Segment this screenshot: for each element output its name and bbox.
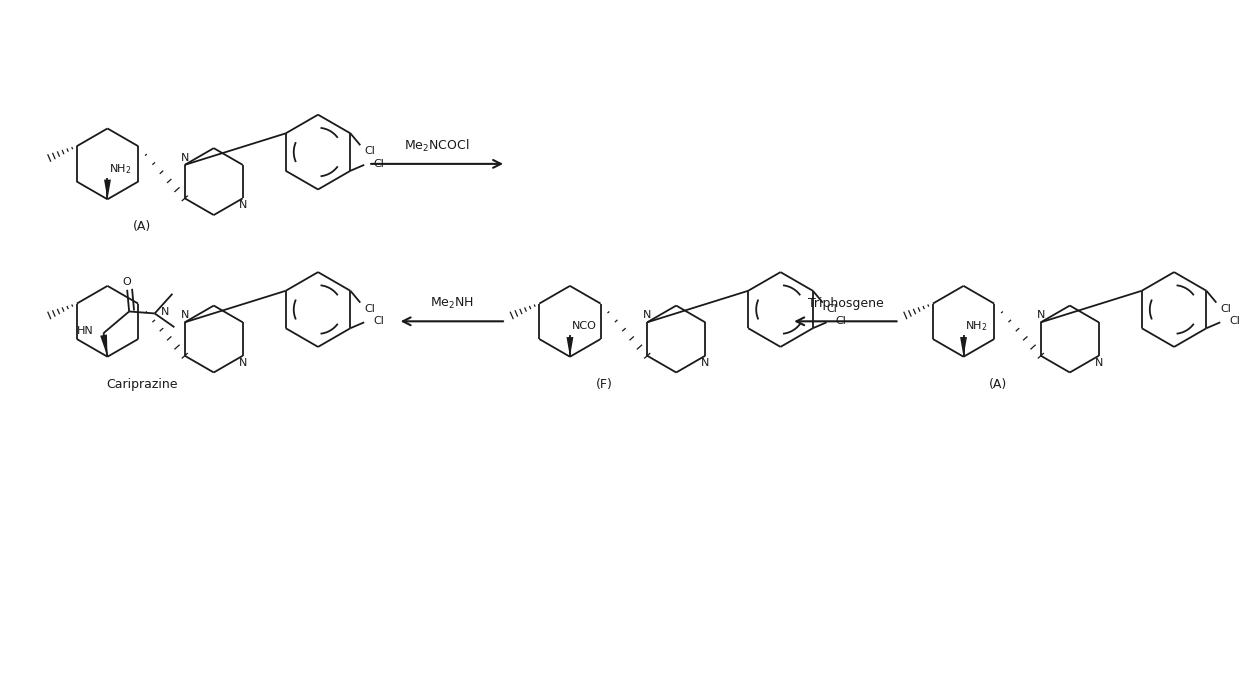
Text: Cl: Cl [827,304,837,313]
Polygon shape [104,180,110,200]
Text: Cl: Cl [373,316,384,326]
Text: (F): (F) [596,378,613,391]
Text: N: N [238,200,247,210]
Text: NCO: NCO [572,321,596,331]
Text: Cariprazine: Cariprazine [107,378,177,391]
Text: Me$_2$NH: Me$_2$NH [430,296,474,311]
Polygon shape [567,337,573,357]
Text: (A): (A) [133,221,151,234]
Text: Cl: Cl [365,304,374,313]
Text: (A): (A) [988,378,1007,391]
Text: Me$_2$NCOCl: Me$_2$NCOCl [404,138,470,154]
Text: N: N [181,311,188,320]
Text: N: N [1095,358,1102,368]
Polygon shape [100,334,108,357]
Text: Cl: Cl [836,316,847,326]
Text: Cl: Cl [365,146,374,156]
Text: Triphosgene: Triphosgene [807,297,883,310]
Text: N: N [644,311,651,320]
Text: Cl: Cl [373,159,384,169]
Text: Cl: Cl [1229,316,1240,326]
Text: NH$_2$: NH$_2$ [966,319,988,333]
Text: O: O [123,277,131,287]
Text: N: N [701,358,709,368]
Polygon shape [960,337,967,357]
Text: NH$_2$: NH$_2$ [109,162,131,176]
Text: N: N [238,358,247,368]
Text: Cl: Cl [1220,304,1231,313]
Text: N: N [1037,311,1045,320]
Text: N: N [161,307,169,317]
Text: N: N [181,153,188,163]
Text: HN: HN [77,326,94,336]
